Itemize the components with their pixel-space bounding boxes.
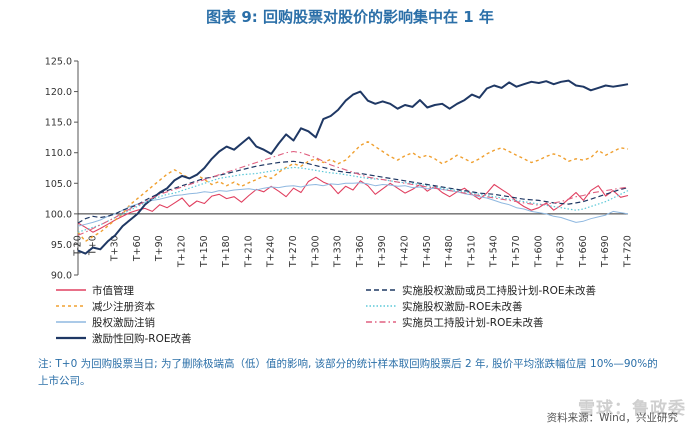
legend-item-equity-incentive: 实施股权激励-ROE未改善 bbox=[366, 299, 522, 313]
y-tick-label: 100.0 bbox=[45, 209, 72, 220]
legend-label: 实施股权激励或员工持股计划-ROE未改善 bbox=[402, 284, 596, 297]
legend-swatch bbox=[366, 305, 396, 307]
legend-item-roe-buyback: 激励性回购-ROE改善 bbox=[56, 331, 191, 345]
y-tick-label: 95.0 bbox=[51, 240, 72, 251]
legend-label: 减少注册资本 bbox=[92, 300, 155, 313]
x-tick-label: T+270 bbox=[288, 235, 299, 268]
watermark: 雪球：鲁政委 bbox=[578, 399, 686, 419]
x-tick-label: T+630 bbox=[556, 235, 567, 268]
x-tick-label: T+540 bbox=[489, 235, 500, 268]
series-line-5 bbox=[77, 166, 629, 233]
x-tick-label: T+600 bbox=[533, 235, 544, 268]
y-tick-label: 110.0 bbox=[45, 148, 72, 159]
legend-swatch bbox=[56, 289, 86, 291]
line-chart: 90.0 95.0 100.0 105.0 110.0 115.0 120.0 125.0 T-… bbox=[45, 57, 634, 282]
legend-swatch bbox=[366, 321, 396, 323]
x-tick-label: T+240 bbox=[266, 235, 277, 268]
x-tick-label: T+30 bbox=[110, 235, 121, 262]
x-tick-label: T+360 bbox=[355, 235, 366, 268]
series-line-0 bbox=[77, 176, 629, 233]
x-tick-label: T+450 bbox=[422, 235, 433, 268]
legend-label: 实施员工持股计划-ROE未改善 bbox=[402, 316, 544, 329]
footnote: 注: T+0 为回购股票当日; 为了删除极端高（低）值的影响, 该部分的统计样本… bbox=[38, 358, 658, 387]
x-tick-label: T+60 bbox=[132, 235, 143, 262]
x-tick-label: T+180 bbox=[221, 235, 232, 268]
y-tick-label: 125.0 bbox=[45, 57, 72, 68]
y-tick-label: 115.0 bbox=[45, 118, 72, 129]
legend-label: 股权激励注销 bbox=[92, 316, 155, 329]
x-tick-label: T-20 bbox=[73, 235, 84, 256]
x-tick-label: T+210 bbox=[243, 235, 254, 268]
series-line-2 bbox=[77, 182, 629, 227]
legend-item-reduce-capital: 减少注册资本 bbox=[56, 299, 155, 313]
x-tick-label: T+390 bbox=[377, 235, 388, 268]
x-tick-label: T+0 bbox=[87, 235, 98, 256]
y-tick-label: 90.0 bbox=[51, 271, 72, 282]
series-line-1 bbox=[77, 140, 629, 243]
series-line-6 bbox=[77, 150, 629, 236]
series-line-4 bbox=[77, 160, 629, 224]
legend-swatch bbox=[56, 321, 86, 323]
x-tick-label: T+570 bbox=[511, 235, 522, 268]
legend-item-equity-or-esop: 实施股权激励或员工持股计划-ROE未改善 bbox=[366, 283, 596, 297]
legend-label: 市值管理 bbox=[92, 284, 134, 297]
legend-item-cancel: 股权激励注销 bbox=[56, 315, 155, 329]
legend-item-market-value: 市值管理 bbox=[56, 283, 134, 297]
legend-swatch bbox=[56, 305, 86, 307]
y-tick-label: 105.0 bbox=[45, 179, 72, 190]
chart-title: 图表 9: 回购股票对股价的影响集中在 1 年 bbox=[206, 8, 494, 26]
x-tick-label: T+90 bbox=[154, 235, 165, 262]
x-tick-label: T+690 bbox=[600, 235, 611, 268]
y-tick-label: 120.0 bbox=[45, 87, 72, 98]
x-tick-label: T+660 bbox=[578, 235, 589, 268]
x-tick-label: T+120 bbox=[177, 235, 188, 268]
legend-swatch bbox=[366, 289, 396, 291]
x-tick-label: T+510 bbox=[466, 235, 477, 268]
legend-item-employee-stock: 实施员工持股计划-ROE未改善 bbox=[366, 315, 543, 329]
legend-label: 实施股权激励-ROE未改善 bbox=[402, 300, 523, 313]
x-tick-label: T+150 bbox=[199, 235, 210, 268]
x-tick-label: T+480 bbox=[444, 235, 455, 268]
legend-label: 激励性回购-ROE改善 bbox=[92, 332, 192, 345]
x-tick-label: T+720 bbox=[623, 235, 634, 268]
legend-swatch bbox=[56, 336, 86, 340]
source-text: 资料来源：Wind，兴业研究 bbox=[546, 412, 678, 424]
x-tick-label: T+420 bbox=[400, 235, 411, 268]
series-line-3 bbox=[77, 79, 629, 255]
x-tick-label: T+300 bbox=[310, 235, 321, 268]
x-tick-label: T+330 bbox=[333, 235, 344, 268]
